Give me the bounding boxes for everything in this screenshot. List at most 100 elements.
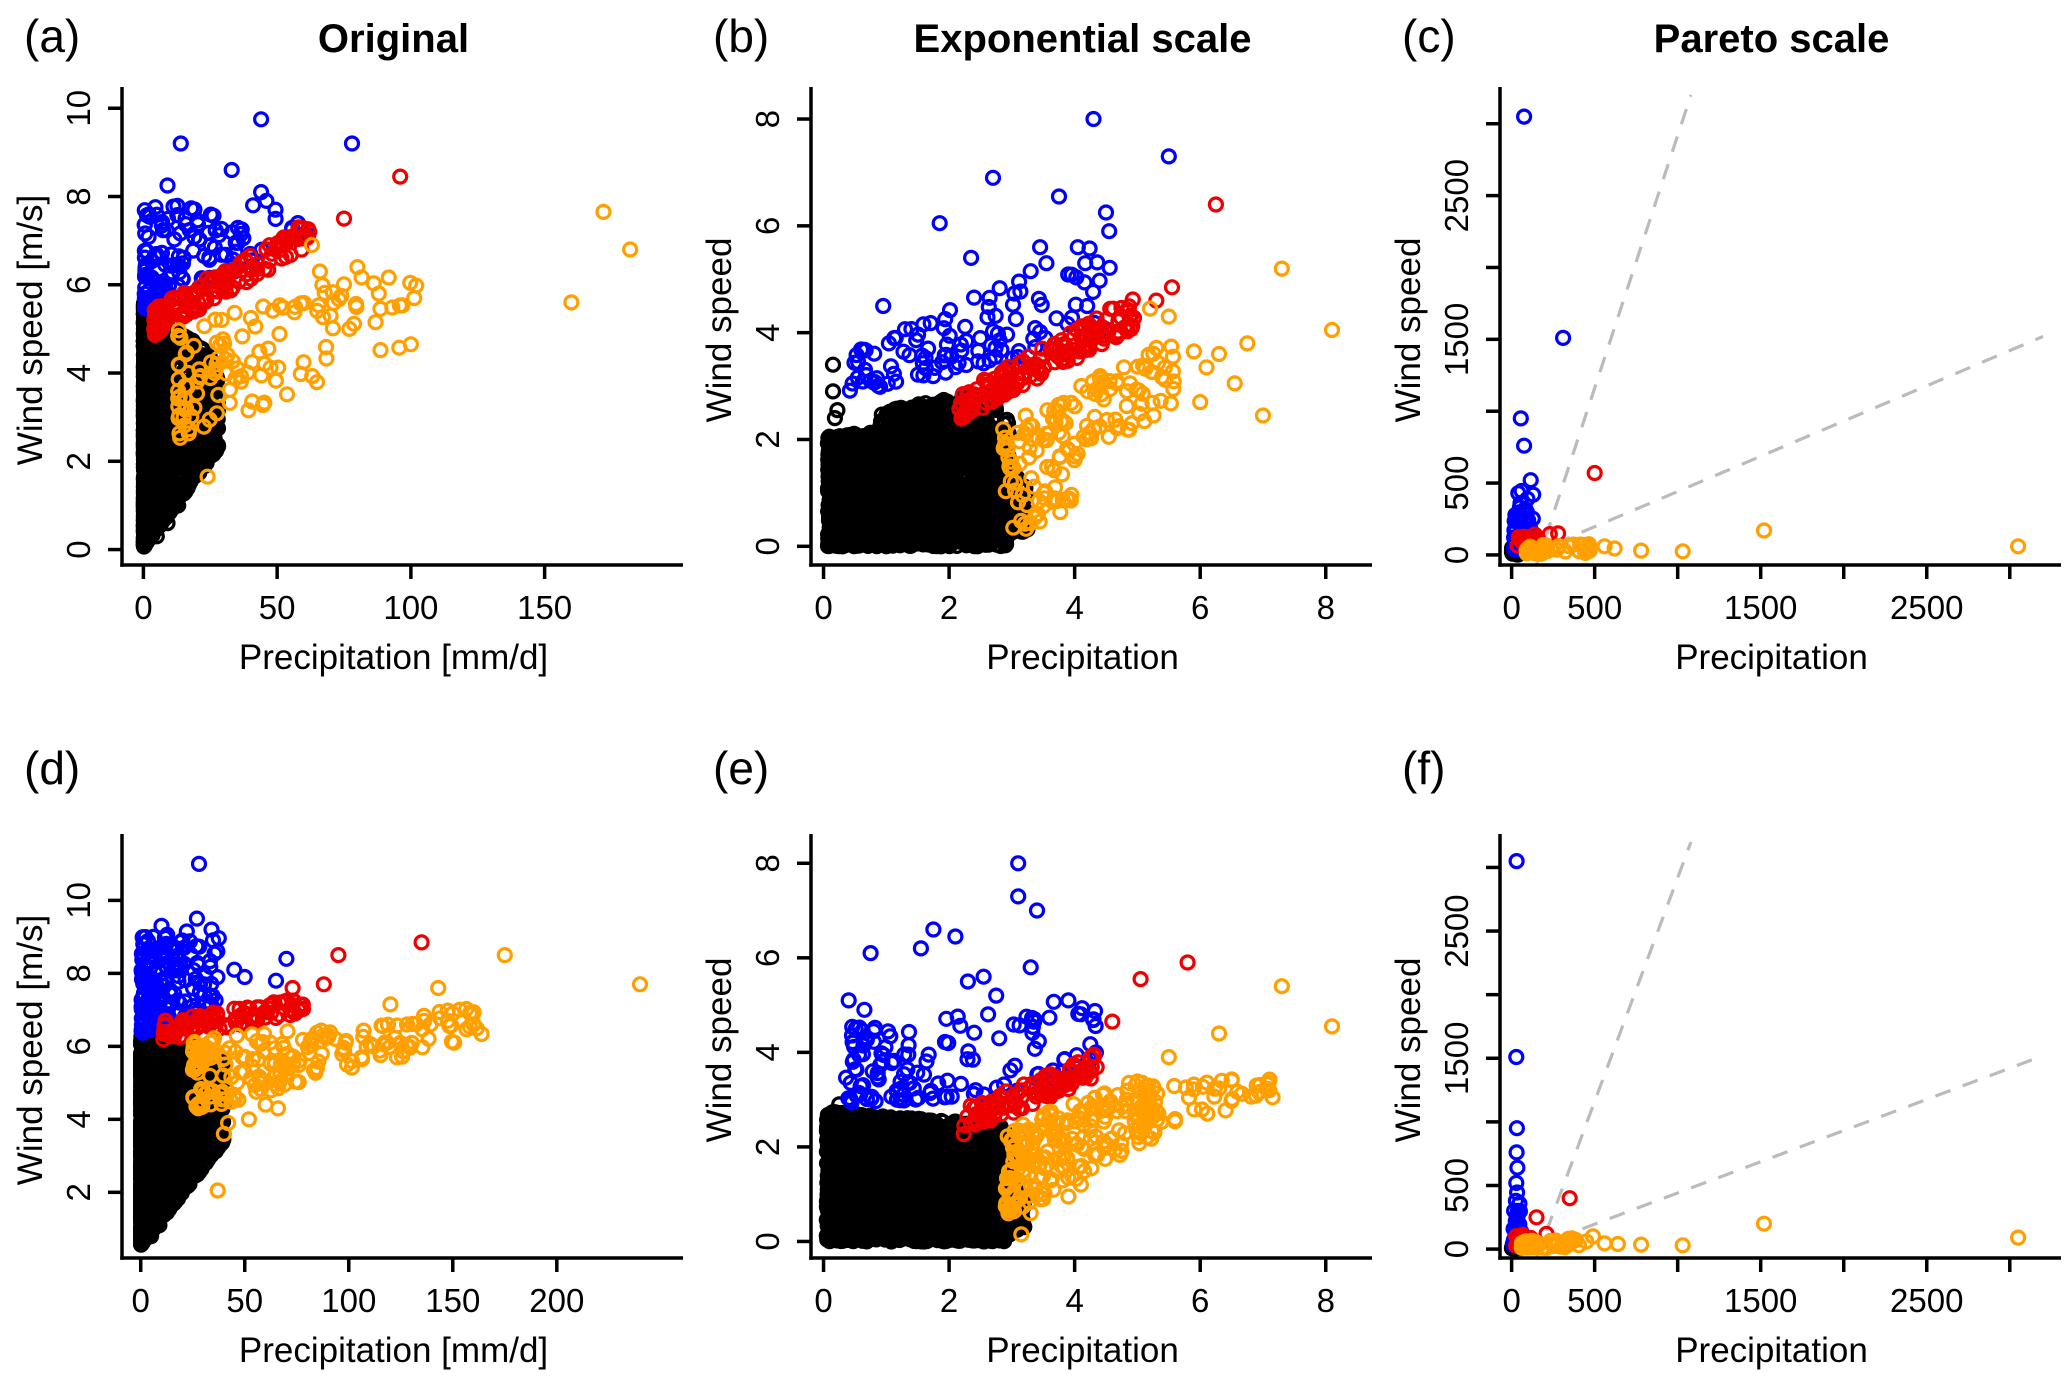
series-orange-points xyxy=(184,947,649,1199)
y-axis-label: Wind speed xyxy=(700,238,739,423)
series-blue-points xyxy=(133,855,295,1041)
x-tick-label: 0 xyxy=(132,1282,150,1319)
panel-d-chart: 0 50 100 150 200 2 4 6 8 10 Precipitation [mm/d] Wi… xyxy=(11,742,683,1370)
x-tick-label: 2 xyxy=(940,589,958,626)
panel-letter-label: (e) xyxy=(713,742,769,794)
x-tick-label: 150 xyxy=(517,589,572,626)
panel-c: 0 500 1500 2500 0 500 1500 2500 Precipitation Win… xyxy=(1378,0,2067,692)
x-tick-label: 0 xyxy=(1502,1282,1520,1319)
guide-dashed-line xyxy=(1535,841,1693,1258)
panel-title: Original xyxy=(318,17,469,61)
y-tick-label: 0 xyxy=(749,537,786,555)
series-orange-points xyxy=(997,978,1341,1243)
series-red-points xyxy=(155,934,430,1048)
x-axis-label: Precipitation xyxy=(1675,1331,1868,1370)
y-tick-label: 10 xyxy=(60,90,97,127)
x-tick-label: 1500 xyxy=(1724,589,1797,626)
x-tick-label: 6 xyxy=(1191,589,1209,626)
guide-dashed-line xyxy=(1527,334,2044,557)
series-blue-points xyxy=(1506,108,1572,558)
y-axis-label: Wind speed xyxy=(1389,238,1428,423)
guide-dashed-line xyxy=(1527,1054,2044,1251)
y-tick-label: 0 xyxy=(1438,546,1475,564)
x-tick-label: 50 xyxy=(226,1282,263,1319)
panel-a-chart: 0 50 100 150 0 2 4 6 8 10 Precipitation [mm/d] Wind… xyxy=(11,10,683,677)
y-tick-label: 4 xyxy=(60,1110,97,1128)
x-axis-label: Precipitation xyxy=(1675,638,1868,677)
y-tick-label: 500 xyxy=(1438,456,1475,511)
x-tick-label: 8 xyxy=(1317,589,1335,626)
x-tick-label: 0 xyxy=(814,1282,832,1319)
series-black-points xyxy=(135,295,227,555)
series-blue-points xyxy=(841,110,1177,399)
y-tick-label: 0 xyxy=(1438,1240,1475,1258)
y-tick-label: 6 xyxy=(749,949,786,967)
x-tick-label: 0 xyxy=(1502,589,1520,626)
x-tick-label: 6 xyxy=(1191,1282,1209,1319)
panel-e: 0 2 4 6 8 0 2 4 6 8 Precipitation Wind speed (e) xyxy=(689,692,1378,1385)
y-tick-label: 6 xyxy=(60,1037,97,1055)
x-tick-label: 100 xyxy=(321,1282,376,1319)
x-tick-label: 1500 xyxy=(1724,1282,1797,1319)
x-tick-label: 0 xyxy=(814,589,832,626)
y-tick-label: 2 xyxy=(749,430,786,448)
y-tick-label: 6 xyxy=(60,276,97,294)
panel-title: Exponential scale xyxy=(914,17,1252,61)
y-tick-label: 10 xyxy=(60,882,97,919)
panel-a: 0 50 100 150 0 2 4 6 8 10 Precipitation [mm/d] Wind… xyxy=(0,0,689,692)
panel-b: 0 2 4 6 8 0 2 4 6 8 Precipitation Wind speed (b) Expo… xyxy=(689,0,1378,692)
y-tick-label: 8 xyxy=(60,187,97,205)
panel-letter-label: (b) xyxy=(713,10,769,62)
x-tick-label: 50 xyxy=(259,589,296,626)
series-orange-points xyxy=(170,203,639,485)
x-tick-label: 100 xyxy=(383,589,438,626)
guide-dashed-line xyxy=(1535,94,1693,565)
x-tick-label: 2500 xyxy=(1890,589,1963,626)
y-tick-label: 2 xyxy=(60,452,97,470)
y-axis-label: Wind speed [m/s] xyxy=(11,195,50,465)
x-tick-label: 8 xyxy=(1317,1282,1335,1319)
panel-d: 0 50 100 150 200 2 4 6 8 10 Precipitation [mm/d] Wi… xyxy=(0,692,689,1385)
series-blue-points xyxy=(1505,853,1530,1255)
panel-f-chart: 0 500 1500 2500 0 500 1500 2500 Precipitation Win… xyxy=(1389,742,2061,1370)
y-tick-label: 8 xyxy=(60,964,97,982)
series-red-points xyxy=(955,954,1196,1143)
x-axis-label: Precipitation [mm/d] xyxy=(239,638,548,677)
x-tick-label: 500 xyxy=(1567,1282,1622,1319)
series-black-points xyxy=(818,1096,1033,1250)
y-tick-label: 4 xyxy=(60,364,97,382)
y-tick-label: 2 xyxy=(749,1138,786,1156)
panel-e-chart: 0 2 4 6 8 0 2 4 6 8 Precipitation Wind speed (e) xyxy=(700,742,1372,1370)
y-tick-label: 2500 xyxy=(1438,159,1475,232)
x-axis-label: Precipitation xyxy=(986,638,1179,677)
y-axis-label: Wind speed [m/s] xyxy=(11,915,50,1185)
y-tick-label: 4 xyxy=(749,1043,786,1061)
y-axis-label: Wind speed xyxy=(700,958,739,1143)
x-tick-label: 2 xyxy=(940,1282,958,1319)
x-tick-label: 4 xyxy=(1065,589,1083,626)
y-tick-label: 4 xyxy=(749,323,786,341)
y-tick-label: 0 xyxy=(749,1232,786,1250)
series-red-points xyxy=(146,168,409,343)
y-tick-label: 1500 xyxy=(1438,303,1475,376)
y-tick-label: 2 xyxy=(60,1183,97,1201)
y-tick-label: 1500 xyxy=(1438,1022,1475,1095)
series-orange-points xyxy=(1518,522,2027,562)
panel-title: Pareto scale xyxy=(1654,17,1890,61)
panel-letter-label: (d) xyxy=(24,742,80,794)
panel-letter-label: (a) xyxy=(24,10,80,62)
x-axis-label: Precipitation [mm/d] xyxy=(239,1331,548,1370)
y-tick-label: 500 xyxy=(1438,1158,1475,1213)
x-tick-label: 500 xyxy=(1567,589,1622,626)
panel-c-chart: 0 500 1500 2500 0 500 1500 2500 Precipitation Win… xyxy=(1389,10,2061,677)
x-tick-label: 150 xyxy=(425,1282,480,1319)
panel-f: 0 500 1500 2500 0 500 1500 2500 Precipitation Win… xyxy=(1378,692,2067,1385)
y-tick-label: 8 xyxy=(749,854,786,872)
series-orange-points xyxy=(1513,1215,2027,1257)
x-tick-label: 2500 xyxy=(1890,1282,1963,1319)
x-tick-label: 200 xyxy=(529,1282,584,1319)
panel-b-chart: 0 2 4 6 8 0 2 4 6 8 Precipitation Wind speed (b) Expo… xyxy=(700,10,1372,677)
x-axis-label: Precipitation xyxy=(986,1331,1179,1370)
x-tick-label: 4 xyxy=(1065,1282,1083,1319)
